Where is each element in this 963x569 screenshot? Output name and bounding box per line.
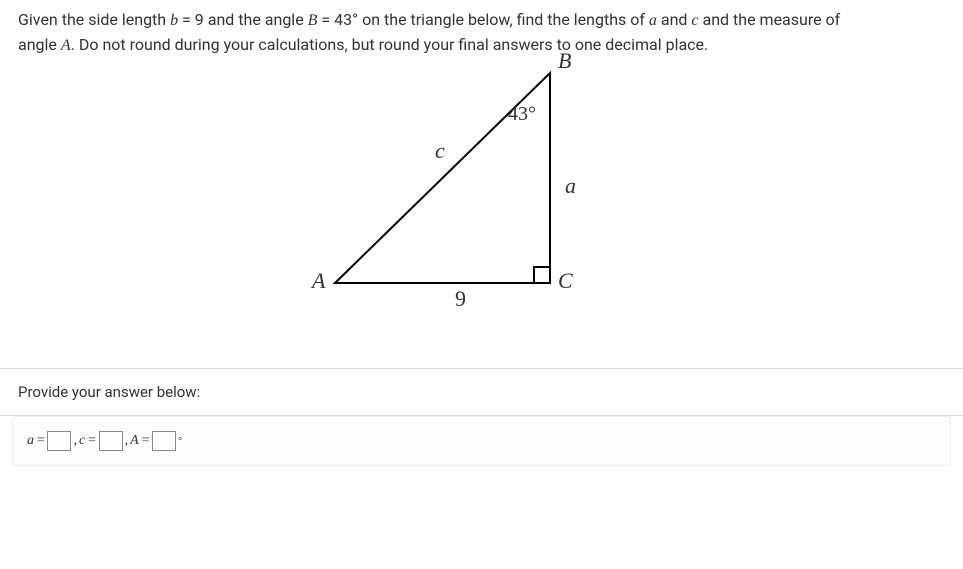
text: angle [18, 35, 61, 54]
side-a-label: a [565, 173, 576, 199]
diagram-area: B A C c a 9 43° [0, 58, 963, 368]
text: Given the side length [18, 10, 170, 29]
val-b: 9 [195, 10, 204, 29]
side-b-label: 9 [455, 286, 466, 312]
text: and [657, 10, 692, 29]
input-a[interactable] [47, 431, 71, 451]
text: . Do not round during your calculations,… [71, 35, 709, 54]
var-A: A [61, 37, 71, 54]
eq: = [36, 433, 45, 449]
eq: = [317, 10, 334, 29]
triangle-diagram: B A C c a 9 43° [330, 68, 590, 312]
label-A: A [130, 433, 139, 449]
answer-prompt: Provide your answer below: [0, 369, 963, 415]
text: and the angle [204, 10, 308, 29]
input-c[interactable] [99, 431, 123, 451]
vertex-B-label: B [558, 48, 571, 74]
text: on the triangle below, find the lengths … [358, 10, 649, 29]
var-B: B [308, 12, 318, 29]
var-a: a [649, 12, 657, 29]
val-B: 43° [334, 10, 358, 29]
label-c: c [79, 433, 85, 449]
var-c: c [691, 12, 698, 29]
eq: = [87, 433, 96, 449]
input-A[interactable] [152, 431, 176, 451]
label-a: a [27, 433, 34, 449]
answer-row: a = , c = , A = ° [12, 416, 951, 466]
side-c-label: c [435, 138, 445, 164]
vertex-C-label: C [558, 268, 573, 294]
comma: , [125, 433, 129, 449]
vertex-A-label: A [312, 268, 325, 294]
problem-statement: Given the side length b = 9 and the angl… [0, 0, 963, 58]
angle-B-label: 43° [508, 103, 536, 126]
comma: , [73, 433, 77, 449]
eq: = [141, 433, 150, 449]
text: and the measure of [699, 10, 841, 29]
triangle-svg [330, 68, 590, 308]
eq: = [178, 10, 195, 29]
var-b: b [170, 12, 178, 29]
degree-symbol: ° [178, 436, 182, 447]
